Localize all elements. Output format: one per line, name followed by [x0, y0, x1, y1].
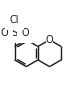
Text: O: O — [0, 28, 8, 38]
Text: S: S — [12, 28, 18, 38]
Text: O: O — [46, 35, 53, 45]
Text: Cl: Cl — [10, 15, 19, 25]
Text: O: O — [22, 28, 29, 38]
